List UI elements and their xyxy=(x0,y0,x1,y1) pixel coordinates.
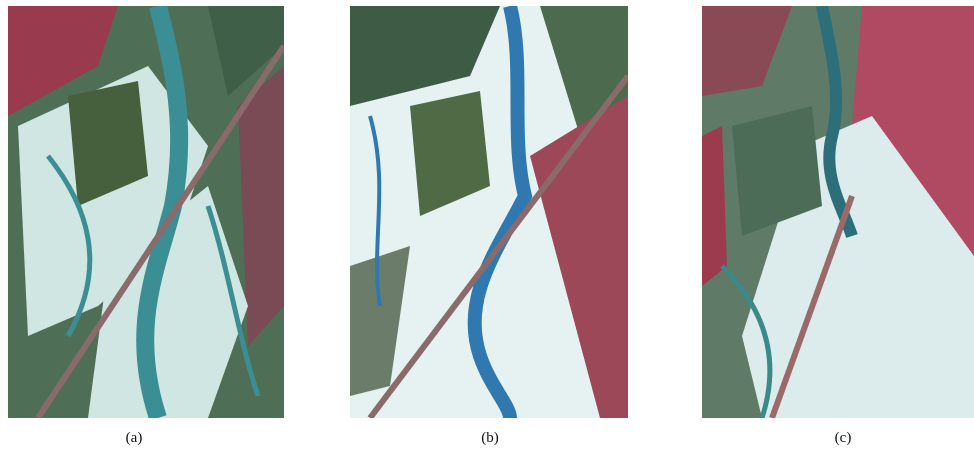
satellite-image-c xyxy=(702,6,974,418)
caption: (b) xyxy=(460,430,520,447)
caption: (c) xyxy=(813,430,873,447)
figure: (a) (b) (c) (() => { const data = JSON.p… xyxy=(0,0,974,454)
caption: (a) xyxy=(104,430,164,447)
satellite-image-b xyxy=(350,6,628,418)
satellite-image-a xyxy=(8,6,284,418)
